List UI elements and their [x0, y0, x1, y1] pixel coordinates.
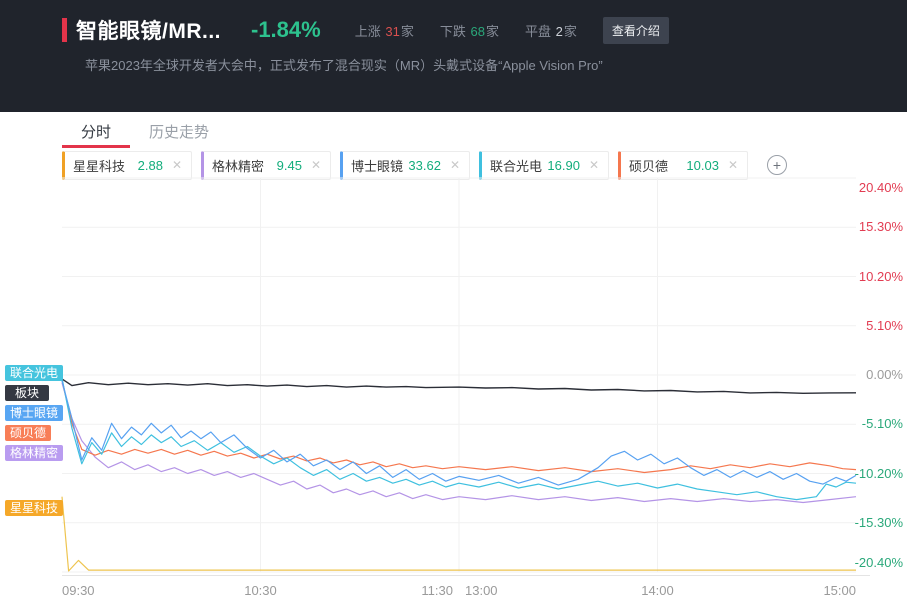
y-tick-label: 15.30%: [858, 219, 903, 235]
x-tick-label: 11:30: [421, 583, 453, 598]
y-tick-label: 20.40%: [858, 180, 903, 195]
close-icon[interactable]: ✕: [449, 158, 460, 172]
close-icon[interactable]: ✕: [588, 158, 599, 172]
sector-header: 智能眼镜/MR... -1.84% 上涨 31家 下跌 68家 平盘 2家 查看…: [0, 0, 907, 112]
x-tick-label: 10:30: [244, 583, 277, 598]
flat-unit: 家: [563, 23, 577, 39]
y-tick-label: -5.10%: [861, 416, 903, 432]
close-icon[interactable]: ✕: [727, 158, 738, 172]
sector-description: 苹果2023年全球开发者大会中，正式发布了混合现实（MR）头戴式设备“Apple…: [85, 58, 603, 73]
title-accent-bar: [62, 18, 67, 42]
tab-history[interactable]: 历史走势: [149, 124, 210, 141]
y-tick-label: 10.20%: [858, 268, 903, 284]
stock-name: 联合光电: [490, 158, 543, 174]
y-tick-label: 0.00%: [866, 367, 903, 382]
series-line-联合光电: [61, 377, 857, 501]
stock-chip-1[interactable]: 星星科技 2.88 ✕: [62, 150, 192, 180]
y-tick-label: 5.10%: [866, 317, 903, 333]
down-label: 下跌: [439, 23, 466, 39]
stock-price: 9.45: [276, 157, 302, 173]
series-line-博士眼镜: [61, 380, 857, 486]
down-unit: 家: [485, 23, 499, 39]
flat-label: 平盘: [524, 23, 551, 39]
close-icon[interactable]: ✕: [310, 158, 321, 172]
stock-name: 博士眼镜: [351, 158, 404, 174]
flat-count: 2: [555, 23, 563, 39]
sector-change-percent: -1.84%: [251, 17, 321, 42]
watchlist-chip-row: 星星科技 2.88 ✕ 格林精密 9.45 ✕ 博士眼镜 33.62 ✕ 联合光电 16.90 ✕ 硕贝…: [62, 150, 787, 180]
stock-name: 星星科技: [73, 158, 126, 174]
tab-intraday[interactable]: 分时: [62, 112, 131, 148]
x-tick-label: 15:00: [823, 583, 856, 598]
view-intro-button[interactable]: 查看介绍: [602, 16, 669, 44]
sector-title: 智能眼镜/MR...: [76, 20, 221, 43]
up-count-stat: 上涨 31家: [355, 21, 414, 40]
up-count: 31: [385, 23, 400, 39]
x-tick-label: 09:30: [62, 583, 95, 598]
stock-price: 2.88: [137, 157, 163, 173]
stock-chip-3[interactable]: 博士眼镜 33.62 ✕: [340, 150, 470, 180]
up-unit: 家: [400, 23, 414, 39]
stock-price: 10.03: [686, 157, 719, 173]
x-tick-label: 14:00: [641, 583, 674, 598]
series-badge-格林精密: 格林精密: [5, 445, 64, 461]
series-line-板块: [61, 378, 857, 394]
up-label: 上涨: [354, 23, 381, 39]
series-badge-博士眼镜: 博士眼镜: [5, 405, 64, 421]
chart-tabs: 分时 历史走势: [62, 112, 229, 148]
add-stock-button[interactable]: +: [767, 155, 787, 175]
stock-name: 硕贝德: [629, 158, 669, 174]
stock-name: 格林精密: [212, 158, 265, 174]
y-tick-label: -10.20%: [854, 465, 903, 481]
down-count-stat: 下跌 68家: [440, 21, 499, 40]
x-tick-label: 13:00: [465, 583, 498, 598]
close-icon[interactable]: ✕: [171, 158, 182, 172]
stock-price: 16.90: [547, 157, 580, 173]
stock-chip-2[interactable]: 格林精密 9.45 ✕: [201, 150, 331, 180]
down-count: 68: [470, 23, 485, 39]
y-tick-label: -20.40%: [854, 555, 903, 570]
sector-title-row: 智能眼镜/MR... -1.84% 上涨 31家 下跌 68家 平盘 2家 查看…: [62, 15, 892, 45]
series-badge-板块: 板块: [5, 385, 49, 401]
series-badge-星星科技: 星星科技: [5, 500, 64, 516]
series-line-星星科技: [61, 496, 856, 572]
stock-chip-5[interactable]: 硕贝德 10.03 ✕: [618, 150, 748, 180]
stock-price: 33.62: [408, 157, 441, 173]
series-badge-联合光电: 联合光电: [5, 365, 64, 381]
series-line-硕贝德: [61, 379, 857, 474]
series-line-格林精密: [61, 382, 857, 504]
flat-count-stat: 平盘 2家: [525, 21, 577, 40]
series-badge-硕贝德: 硕贝德: [5, 425, 52, 441]
stock-chip-4[interactable]: 联合光电 16.90 ✕: [479, 150, 609, 180]
y-tick-label: -15.30%: [854, 514, 903, 530]
